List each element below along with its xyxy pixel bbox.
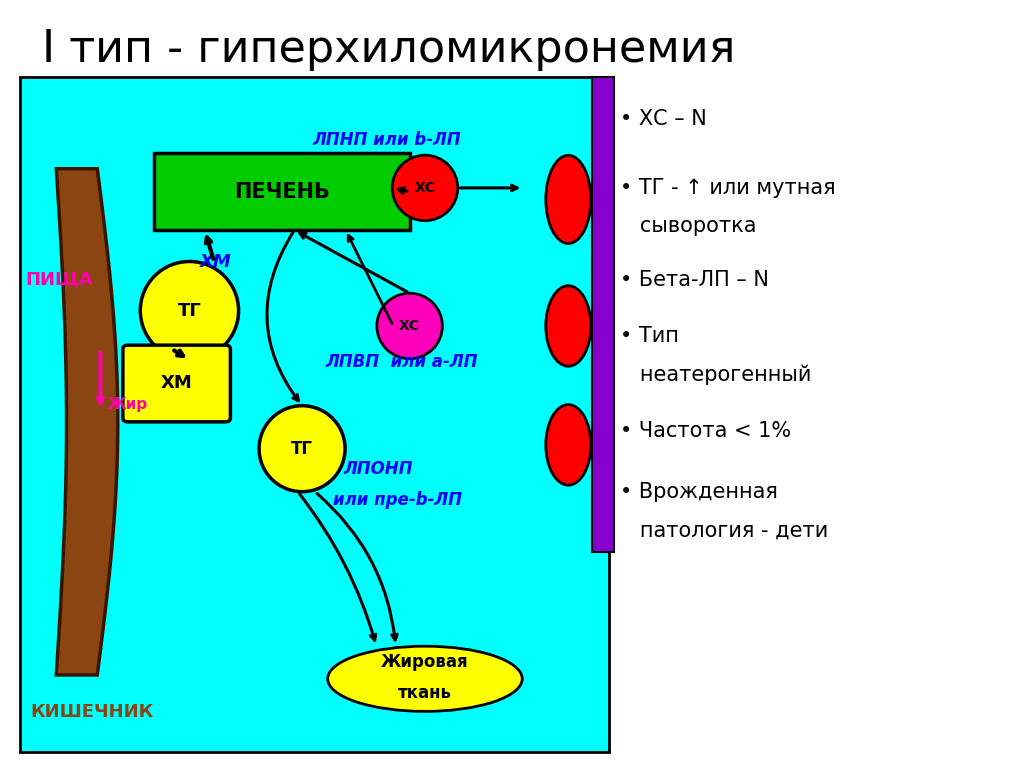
Bar — [154, 153, 410, 230]
Ellipse shape — [377, 293, 442, 359]
FancyBboxPatch shape — [123, 345, 230, 422]
Text: • ХС – N: • ХС – N — [620, 109, 707, 129]
Text: Жировая: Жировая — [381, 653, 469, 671]
Text: I тип - гиперхиломикронемия: I тип - гиперхиломикронемия — [42, 28, 736, 71]
Text: Жир: Жир — [108, 397, 147, 413]
Text: сыворотка: сыворотка — [620, 216, 756, 236]
Text: патология - дети: патология - дети — [620, 521, 827, 541]
Text: ЛПОНП: ЛПОНП — [343, 460, 413, 479]
Ellipse shape — [546, 405, 591, 486]
Text: ЛПВП  или а-ЛП: ЛПВП или а-ЛП — [326, 353, 478, 371]
Text: • Бета-ЛП – N: • Бета-ЛП – N — [620, 270, 768, 290]
Text: неатерогенный: неатерогенный — [620, 364, 811, 384]
Polygon shape — [56, 169, 118, 675]
Text: ТГ: ТГ — [177, 301, 202, 320]
Ellipse shape — [259, 406, 345, 492]
Ellipse shape — [328, 646, 522, 712]
Text: или пре-b-ЛП: или пре-b-ЛП — [333, 491, 462, 509]
Text: • Частота < 1%: • Частота < 1% — [620, 421, 791, 441]
Ellipse shape — [546, 155, 591, 244]
Ellipse shape — [546, 285, 591, 367]
Text: • ТГ - ↑ или мутная: • ТГ - ↑ или мутная — [620, 178, 836, 198]
Text: ХМ: ХМ — [200, 253, 231, 272]
Text: ЛПНП или b-ЛП: ЛПНП или b-ЛП — [312, 130, 461, 149]
Text: ТГ: ТГ — [291, 439, 313, 458]
Text: ПЕЧЕНЬ: ПЕЧЕНЬ — [233, 182, 330, 202]
Text: ХС: ХС — [415, 181, 435, 195]
Bar — [20, 77, 609, 752]
Text: ХМ: ХМ — [161, 374, 193, 393]
Ellipse shape — [140, 262, 239, 360]
Text: ХС: ХС — [399, 319, 420, 333]
Text: КИШЕЧНИК: КИШЕЧНИК — [31, 703, 154, 721]
Bar — [592, 77, 614, 552]
Ellipse shape — [392, 155, 458, 221]
Text: ткань: ткань — [398, 683, 452, 702]
Text: ПИЩА: ПИЩА — [26, 271, 93, 289]
Text: • Тип: • Тип — [620, 326, 678, 346]
Text: • Врожденная: • Врожденная — [620, 482, 777, 502]
